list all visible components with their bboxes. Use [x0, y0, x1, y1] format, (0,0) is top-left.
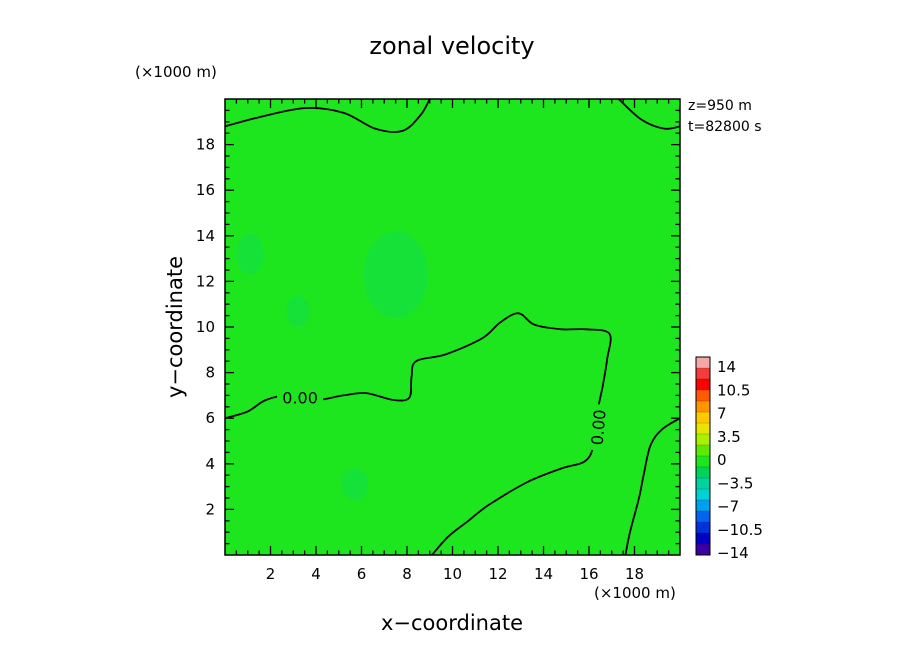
y-unit-label: (×1000 m): [135, 63, 217, 81]
y-tick-label: 8: [205, 364, 215, 382]
y-axis-label: y−coordinate: [163, 256, 187, 398]
contour-line-3: [624, 417, 680, 555]
x-tick-label: 14: [534, 565, 553, 583]
y-tick-label: 10: [196, 318, 215, 336]
y-tick-label: 6: [205, 409, 215, 427]
colorbar-segment: [696, 412, 710, 424]
colorbar-segment: [696, 434, 710, 446]
colorbar-segment: [696, 390, 710, 402]
x-tick-label: 8: [402, 565, 412, 583]
y-tick-label: 18: [196, 136, 215, 154]
colorbar-label: −14: [717, 544, 749, 562]
contour-line-1: [617, 99, 680, 130]
colorbar-segment: [696, 456, 710, 468]
colorbar-label: 0: [717, 451, 727, 469]
x-tick-label: 12: [488, 565, 507, 583]
colorbar-segment: [696, 533, 710, 545]
colorbar-segment: [696, 522, 710, 534]
colorbar-label: −7: [717, 498, 739, 516]
colorbar-segment: [696, 467, 710, 479]
plot-area: 0.00 0.00 2 4 6 8 10 12 14 16 18 2 4 6 8 10 12 14 16 18: [196, 98, 681, 583]
contour-label-0: 0.00: [277, 387, 324, 408]
y-tick-label: 16: [196, 181, 215, 199]
info-line-1: z=950 m: [688, 98, 752, 114]
y-tick-label: 12: [196, 272, 215, 290]
contour-label-text: 0.00: [588, 409, 610, 446]
contour-label-1: 0.00: [586, 403, 610, 452]
info-line-2: t=82800 s: [688, 119, 762, 135]
y-tick-label: 4: [205, 455, 215, 473]
colorbar-label: 7: [717, 405, 727, 423]
colorbar-label: 14: [717, 358, 736, 376]
x-tick-label: 10: [443, 565, 462, 583]
x-tick-label: 4: [311, 565, 321, 583]
x-axis-label: x−coordinate: [381, 611, 523, 635]
colorbar-segment: [696, 423, 710, 435]
colorbar-segment: [696, 357, 710, 369]
colorbar-frame: [695, 356, 711, 556]
x-tick-label: 18: [625, 565, 644, 583]
colorbar-label: 3.5: [717, 428, 741, 446]
colorbar-segment: [696, 401, 710, 413]
y-tick-label: 14: [196, 227, 215, 245]
y-tick-label: 2: [205, 500, 215, 518]
colorbar-segment: [696, 478, 710, 490]
contour-label-gap: [277, 387, 324, 407]
colorbar-segment: [696, 511, 710, 523]
contour-label-text: 0.00: [282, 389, 318, 408]
colorbar-segment: [696, 379, 710, 391]
negative-patch-2: [286, 295, 310, 328]
x-tick-label: 2: [266, 565, 276, 583]
colorbar: 14 10.5 7 3.5 0 −3.5 −7 −10.5 −14: [695, 356, 763, 562]
velocity-field: [225, 99, 680, 555]
colorbar-label: −10.5: [717, 521, 763, 539]
colorbar-label: 10.5: [717, 381, 750, 399]
colorbar-segment: [696, 445, 710, 457]
x-tick-label: 16: [579, 565, 598, 583]
colorbar-label: −3.5: [717, 474, 753, 492]
x-tick-label: 6: [357, 565, 367, 583]
negative-patch-0: [363, 231, 428, 318]
colorbar-segment: [696, 489, 710, 501]
contour-label-gap: [586, 403, 610, 452]
colorbar-segment: [696, 368, 710, 380]
negative-patch-3: [341, 468, 369, 501]
contour-line-2: [225, 312, 612, 555]
colorbar-segment: [696, 500, 710, 512]
negative-patch-1: [236, 233, 264, 275]
contour-line-0: [225, 99, 431, 133]
chart-title: zonal velocity: [369, 32, 534, 60]
x-unit-label: (×1000 m): [594, 584, 676, 602]
colorbar-segment: [696, 544, 710, 556]
